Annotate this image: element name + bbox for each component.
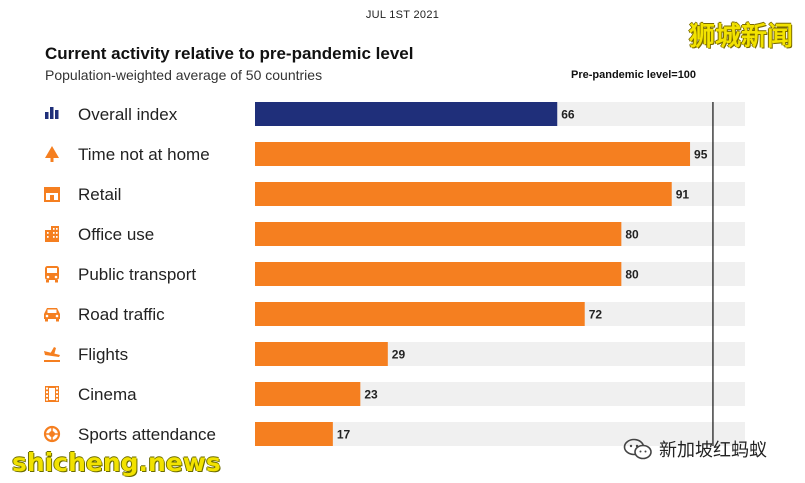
chart-row: Time not at home 95 [45, 142, 745, 166]
watermark-top-right: 狮城新闻 [688, 22, 793, 52]
bar-chart-icon [45, 107, 59, 119]
bar [255, 102, 558, 126]
chart-row: Flights 29 [44, 342, 745, 366]
office-building-icon [45, 226, 59, 242]
bar [255, 182, 672, 206]
chart-row: Road traffic 72 [44, 302, 745, 326]
chart-subtitle: Population-weighted average of 50 countr… [45, 67, 323, 83]
watermark-bottom-left: shicheng.news [12, 448, 221, 477]
category-label: Flights [78, 345, 128, 364]
chart-date: JUL 1ST 2021 [365, 9, 440, 21]
car-icon [44, 308, 60, 322]
category-label: Sports attendance [78, 425, 216, 444]
film-icon [45, 386, 59, 402]
value-label: 66 [561, 108, 575, 122]
category-label: Office use [78, 225, 154, 244]
category-label: Overall index [78, 105, 178, 124]
bar [255, 142, 691, 166]
category-label: Public transport [78, 265, 196, 284]
chart-row: Overall index 66 [45, 102, 745, 126]
chart-row: Office use 80 [45, 222, 745, 246]
value-label: 95 [694, 148, 708, 162]
wechat-icon [623, 438, 652, 460]
bus-icon [45, 266, 59, 283]
bar [255, 382, 361, 406]
bar [255, 262, 622, 286]
reference-note: Pre-pandemic level=100 [571, 69, 697, 81]
chart-row: Cinema 23 [45, 382, 745, 406]
ball-icon [43, 425, 61, 443]
wechat-account-name: 新加坡红蚂蚁 [659, 440, 767, 461]
category-label: Retail [78, 185, 121, 204]
bar [255, 422, 333, 446]
value-label: 23 [364, 388, 378, 402]
category-label: Road traffic [78, 305, 165, 324]
value-label: 80 [625, 228, 639, 242]
value-label: 72 [589, 308, 603, 322]
chart-title: Current activity relative to pre-pandemi… [45, 44, 414, 63]
value-label: 80 [625, 268, 639, 282]
chart-row: Retail 91 [44, 182, 745, 206]
watermark-wechat: 新加坡红蚂蚁 [623, 436, 767, 462]
chart-row: Sports attendance 17 [43, 422, 745, 446]
value-label: 91 [676, 188, 690, 202]
category-label: Time not at home [78, 145, 210, 164]
value-label: 17 [337, 428, 351, 442]
value-label: 29 [392, 348, 406, 362]
shop-icon [44, 187, 60, 202]
tree-icon [45, 146, 59, 162]
bar-track [255, 422, 745, 446]
chart-row: Public transport 80 [45, 262, 745, 286]
bar [255, 342, 388, 366]
category-label: Cinema [78, 385, 137, 404]
plane-icon [44, 347, 60, 362]
bar [255, 222, 622, 246]
bar [255, 302, 585, 326]
